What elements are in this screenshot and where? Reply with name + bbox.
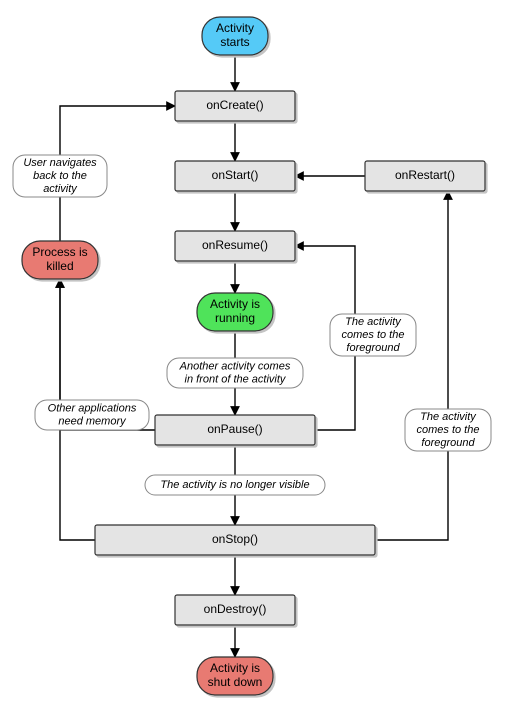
node-label-text: onRestart() <box>395 168 455 182</box>
edge-onStop-to-onRestart <box>375 191 448 540</box>
node-onCreate: onCreate() <box>175 91 295 121</box>
node-killed: Process iskilled <box>22 241 98 279</box>
node-label-text: onStop() <box>212 532 258 546</box>
node-label-text: onDestroy() <box>204 602 267 616</box>
node-shutdown: Activity isshut down <box>197 657 273 695</box>
node-label-text: Activity isrunning <box>210 297 260 325</box>
node-onStop: onStop() <box>95 525 375 555</box>
edge-label: User navigatesback to theactivity <box>13 155 107 197</box>
edge-label: Another activity comesin front of the ac… <box>167 358 303 388</box>
edge-label: The activity is no longer visible <box>145 475 325 495</box>
node-start: Activitystarts <box>202 17 268 55</box>
edge-label: Other applicationsneed memory <box>35 400 149 430</box>
edge-label: The activitycomes to theforeground <box>330 314 416 356</box>
edge-label: The activitycomes to theforeground <box>405 409 491 451</box>
node-onRestart: onRestart() <box>365 161 485 191</box>
node-label-text: onStart() <box>212 168 259 182</box>
node-onPause: onPause() <box>155 415 315 445</box>
edge-label-text: Other applicationsneed memory <box>48 402 137 427</box>
node-running: Activity isrunning <box>197 293 273 331</box>
node-onDestroy: onDestroy() <box>175 595 295 625</box>
node-onStart: onStart() <box>175 161 295 191</box>
node-label-text: onResume() <box>202 238 268 252</box>
edge-label-text: The activitycomes to theforeground <box>417 411 480 449</box>
node-label-text: Activity isshut down <box>208 661 263 689</box>
edge-label-text: Another activity comesin front of the ac… <box>179 360 291 385</box>
node-label-text: onPause() <box>207 422 262 436</box>
edge-label-text: The activity is no longer visible <box>160 479 309 491</box>
edge-label-text: The activitycomes to theforeground <box>342 316 405 354</box>
activity-lifecycle-flowchart: Another activity comesin front of the ac… <box>0 0 521 713</box>
node-label-text: Activitystarts <box>216 21 254 49</box>
node-label-text: onCreate() <box>206 98 263 112</box>
node-onResume: onResume() <box>175 231 295 261</box>
